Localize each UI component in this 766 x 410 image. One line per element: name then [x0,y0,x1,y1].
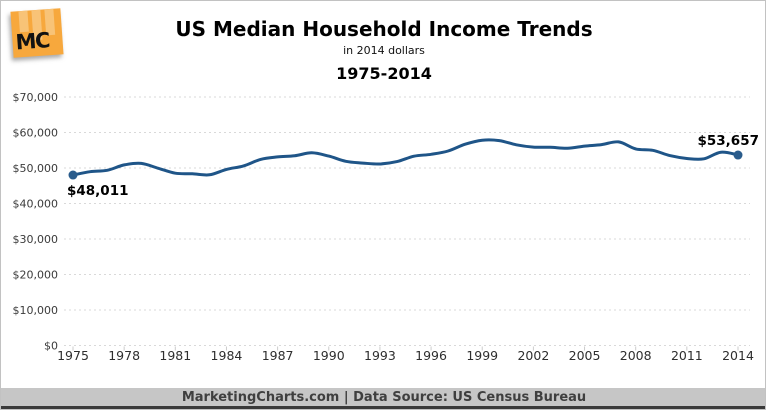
x-axis-label: 1987 [262,348,294,363]
x-axis-label: 1990 [313,348,345,363]
x-axis-label: 2008 [620,348,652,363]
y-axis-label: $20,000 [13,269,59,282]
y-axis-label: $70,000 [13,91,59,104]
x-axis-label: 1978 [108,348,140,363]
y-axis-label: $50,000 [13,162,59,175]
y-axis-label: $30,000 [13,233,59,246]
data-point-label-1975: $48,011 [67,183,129,199]
chart-subtitle: in 2014 dollars [343,44,425,57]
footer-attribution: MarketingCharts.com | Data Source: US Ce… [181,389,587,405]
data-point-label-2014: $53,657 [698,133,760,149]
y-axis-label: $0 [44,340,58,353]
chart-title: US Median Household Income Trends [175,17,593,41]
data-point-marker-1975 [68,170,78,180]
x-axis-label: 2002 [517,348,549,363]
x-axis-label: 1975 [57,348,89,363]
chart-period: 1975-2014 [336,64,432,83]
x-axis-label: 2005 [569,348,601,363]
x-axis-label: 1999 [466,348,498,363]
footer-bar: MarketingCharts.com | Data Source: US Ce… [1,388,765,409]
data-point-marker-2014 [733,150,743,160]
x-axis-label: 2011 [671,348,703,363]
y-axis-label: $10,000 [13,304,59,317]
chart-header: US Median Household Income Trends in 201… [1,1,765,83]
x-axis-label: 1993 [364,348,396,363]
x-axis-label: 2014 [722,348,754,363]
x-axis-label: 1981 [159,348,191,363]
x-axis-label: 1984 [211,348,243,363]
y-axis-label: $60,000 [13,127,59,140]
y-axis-label: $40,000 [13,198,59,211]
x-axis-label: 1996 [415,348,447,363]
trend-line [71,138,740,177]
